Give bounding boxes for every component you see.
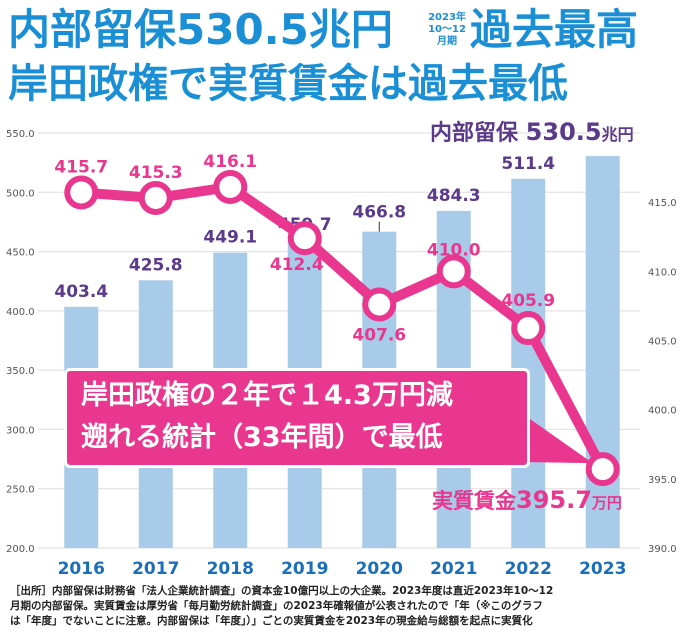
left-tick-label: 550.0: [6, 129, 35, 140]
wage-marker-2020: [362, 287, 397, 322]
title-record-high: 過去最高: [470, 5, 639, 54]
line-annotation: 実質賃金395.7万円: [432, 486, 622, 514]
left-tick-label: 450.0: [6, 248, 35, 259]
year-label: 2023: [579, 559, 626, 579]
wage-value-label: 415.3: [129, 163, 183, 183]
right-axis-ticks: 390.0 395.0 400.0 405.0 410.0 415.0: [648, 198, 677, 555]
right-tick-label: 415.0: [648, 198, 677, 209]
year-label: 2018: [207, 559, 254, 579]
year-label: 2021: [430, 559, 477, 579]
wage-marker-2019: [287, 221, 322, 256]
left-tick-label: 300.0: [6, 425, 35, 436]
wage-marker-2022: [511, 311, 546, 346]
year-label: 2017: [132, 559, 179, 579]
callout-line-1: 岸田政権の２年で１4.3万円減: [81, 380, 453, 411]
period-year: 2023年: [428, 12, 466, 23]
bar-annotation-value: 530.5: [526, 118, 602, 146]
left-tick-label: 350.0: [6, 366, 35, 377]
bar-value-label: 403.4: [54, 282, 108, 302]
callout-box: 岸田政権の２年で１4.3万円減 遡れる統計（33年間）で最低: [64, 368, 530, 468]
callout-line-2: 遡れる統計（33年間）で最低: [81, 422, 443, 453]
line-annotation-unit: 万円: [591, 494, 622, 512]
wage-marker-2023: [585, 452, 620, 487]
callout-pointer: [520, 412, 593, 464]
wage-value-label: 415.7: [54, 157, 108, 177]
period-term: 月期: [437, 36, 457, 47]
bar-value-label: 511.4: [501, 154, 555, 174]
title-real-wage-record-low: 岸田政権で実質賃金は過去最低: [8, 61, 568, 107]
wage-marker-2017: [138, 181, 173, 216]
right-tick-label: 395.0: [648, 475, 677, 486]
bar-annotation-name: 内部留保: [430, 120, 526, 146]
year-axis-labels: 2016 2017 2018 2019 2020 2021 2022 2023: [58, 559, 627, 579]
left-axis-ticks: 200.0 250.0 300.0 350.0 400.0 450.0 500.0 550.0: [6, 129, 35, 555]
wage-value-label: 410.0: [427, 240, 481, 260]
right-tick-label: 410.0: [648, 267, 677, 278]
title-period-note: 2023年 10～12 月期: [424, 12, 470, 48]
wage-value-label: 412.4: [270, 255, 324, 275]
wage-marker-2016: [64, 175, 99, 210]
left-tick-label: 200.0: [6, 544, 35, 555]
real-wage-line: [64, 169, 620, 487]
year-label: 2020: [356, 559, 403, 579]
bar-annotation-unit: 兆円: [602, 125, 634, 144]
year-label: 2019: [281, 559, 328, 579]
combo-chart: 200.0 250.0 300.0 350.0 400.0 450.0 500.0 550.0…: [6, 118, 677, 579]
bar-2022: [511, 178, 546, 549]
left-tick-label: 500.0: [6, 188, 35, 199]
line-annotation-value: 395.7: [516, 486, 592, 514]
title-line-2: 岸田政権で実質賃金は過去最低: [0, 58, 680, 112]
real-wage-labels: 415.7 415.3 416.1 412.4 407.6 410.0 405.9: [54, 152, 555, 346]
right-tick-label: 390.0: [648, 544, 677, 555]
wage-value-label: 405.9: [501, 291, 555, 311]
right-tick-label: 405.0: [648, 337, 677, 348]
source-line-3: は「年度」でないことに注意。内部留保は「年度」）」ごとの実質賃金を2023年の現…: [10, 615, 533, 627]
wage-marker-2018: [213, 169, 248, 204]
bar-annotation: 内部留保 530.5兆円: [430, 118, 634, 146]
year-label: 2022: [505, 559, 552, 579]
wage-marker-2021: [436, 254, 471, 289]
title-retained-earnings: 内部留保530.5兆円: [8, 5, 393, 54]
period-months: 10～12: [428, 24, 466, 35]
year-label: 2016: [58, 559, 105, 579]
source-note: ［出所］内部留保は財務省「法人企業統計調査」の資本金10億円以上の大企業。202…: [10, 584, 674, 629]
bar-value-label: 466.8: [352, 203, 406, 223]
source-line-1: ［出所］内部留保は財務省「法人企業統計調査」の資本金10億円以上の大企業。202…: [10, 585, 554, 597]
right-tick-label: 400.0: [648, 406, 677, 417]
bar-value-label: 449.1: [203, 228, 257, 248]
source-line-2: 月期の内部留保。実質賃金は厚労省「毎月勤労統計調査」の2023年確報値が公表され…: [10, 600, 543, 612]
wage-value-label: 416.1: [203, 152, 257, 172]
bar-value-label: 425.8: [129, 255, 183, 275]
line-annotation-name: 実質賃金: [432, 489, 517, 513]
wage-value-label: 407.6: [352, 326, 406, 346]
left-tick-label: 250.0: [6, 485, 35, 496]
bar-value-label: 484.3: [427, 186, 481, 206]
title-line-1: 内部留保530.5兆円 2023年 10～12 月期 過去最高: [0, 4, 680, 60]
left-tick-label: 400.0: [6, 307, 35, 318]
